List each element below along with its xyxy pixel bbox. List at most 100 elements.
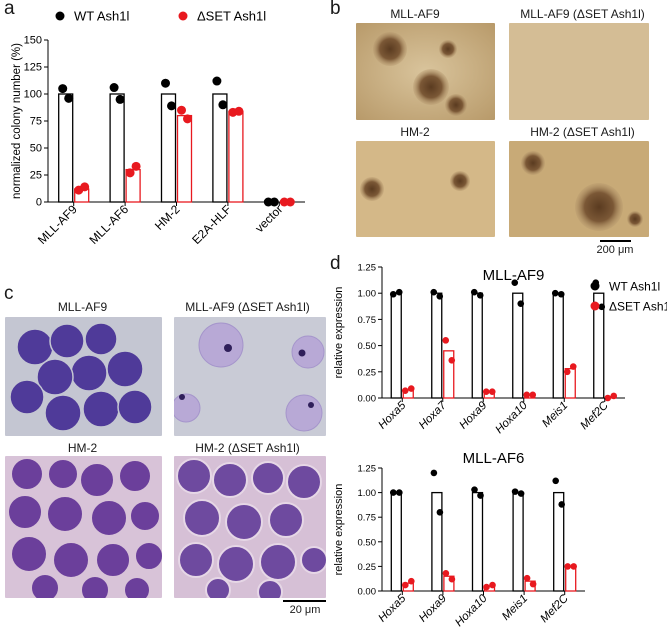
point-wt [517,300,525,307]
bar-wt [58,93,74,203]
bar-wt [431,292,443,399]
panel-letter-d: d [330,253,341,274]
cytospin-caption-hm2: HM-2 [67,441,98,455]
legend-label-wt: WT Ash1l [609,280,660,294]
point-wt [470,288,478,296]
panel-letter-c: c [4,283,14,304]
cytospin-caption-mll-af9-dset: MLL-AF9 (ΔSET Ash1l) [185,300,310,314]
legend-label-wt: WT Ash1l [74,9,130,24]
colony-caption-mll-af9: MLL-AF9 [390,7,440,21]
bar-wt [512,491,524,592]
point-dset [125,168,135,178]
point-dset [564,563,571,570]
point-dset [442,569,450,577]
chart-title: MLL-AF6 [463,450,525,467]
y-tick-label: 50 [30,143,42,155]
bar-wt [390,292,402,399]
y-tick-label: 100 [24,89,42,101]
cytospin-photo-mll-af9-dset [174,317,326,436]
bar-dset [443,350,455,399]
point-dset [402,581,409,589]
x-tick-label: Hoxa5 [376,592,408,624]
colony-scale-label: 200 μm [596,244,634,256]
y-tick-label: 1.25 [358,464,377,475]
point-dset [523,391,531,399]
point-wt [598,303,606,311]
y-axis-label: normalized colony number (%) [11,43,23,199]
cytospin-photo-hm2 [5,456,162,598]
bar-wt [471,491,484,592]
panel-letter-a: a [4,0,15,19]
point-wt [269,197,279,207]
point-wt [551,289,559,297]
point-dset [483,583,490,591]
colony-scale-bar [600,240,631,242]
point-dset [80,182,90,192]
point-dset [604,394,612,402]
point-dset [529,391,537,399]
legend-marker-dset [590,301,600,311]
y-tick-label: 0.00 [358,394,377,405]
y-tick-label: 75 [30,116,42,128]
x-tick-label: MLL-AF9 [35,202,80,247]
point-dset [523,574,531,582]
y-tick-label: 0 [36,197,42,209]
colony-photo-mll-af9 [356,23,495,120]
y-axis-label: relative expression [333,287,345,379]
y-tick-label: 0.50 [358,341,377,352]
expression-chart-mll-af9: 0.00 0.25 0.50 0.75 1.00 1.25 relative express… [333,263,667,437]
colony-photo-mll-af9-dset [509,23,649,120]
x-tick-label: vector [252,202,285,235]
x-tick-label: E2A-HLF [189,202,234,247]
y-tick-label: 0.75 [358,315,377,326]
x-tick-label: MLL-AF6 [86,202,131,247]
bar-dset [228,110,244,203]
expression-chart-mll-af6: 0.00 0.25 0.50 0.75 1.00 1.25 relative express… [333,450,585,629]
point-dset [234,106,244,116]
point-wt [511,279,519,287]
x-tick-label: Hoxa7 [417,399,449,431]
point-wt [511,488,519,495]
x-tick-label: Mef2C [538,592,571,625]
y-tick-label: 25 [30,170,42,182]
cytospin-caption-hm2-dset: HM-2 (ΔSET Ash1l) [195,441,300,455]
bar-wt [471,292,483,399]
y-tick-label: 150 [24,35,42,47]
y-tick-label: 1.25 [358,263,377,274]
y-tick-label: 125 [24,62,42,74]
bar-wt [431,491,443,592]
y-tick-label: 1.00 [358,289,377,300]
point-wt [477,492,484,499]
cytospin-caption-mll-af9: MLL-AF9 [57,300,108,314]
legend-marker-wt [590,281,600,291]
point-wt [395,288,403,296]
legend-label-dset: ΔSET Ash1l [197,9,266,24]
point-wt [552,477,559,485]
point-dset [569,363,577,370]
point-dset [407,385,415,392]
point-dset [482,388,490,396]
x-tick-label: HM-2 [152,202,183,233]
colony-photo-hm2 [356,141,495,237]
point-dset [563,368,571,376]
point-dset [408,577,415,585]
point-dset [131,161,141,171]
legend-marker-dset [178,11,188,21]
bar-wt [512,292,524,399]
bar-wt [212,93,228,203]
y-axis-label: relative expression [333,484,345,576]
point-wt [557,290,565,298]
x-tick-label: Meis1 [500,593,530,623]
point-wt [218,100,228,110]
point-dset [442,337,450,344]
x-tick-label: Hoxa9 [457,399,489,431]
point-dset [448,575,456,583]
colony-photo-hm2-dset [509,141,649,237]
cytospin-photo-hm2-dset [174,456,326,598]
point-wt [558,501,565,508]
colony-caption-hm2: HM-2 [400,125,430,139]
y-tick-label: 0.50 [358,537,377,548]
panel-letter-b: b [330,0,341,19]
point-wt [109,83,119,93]
